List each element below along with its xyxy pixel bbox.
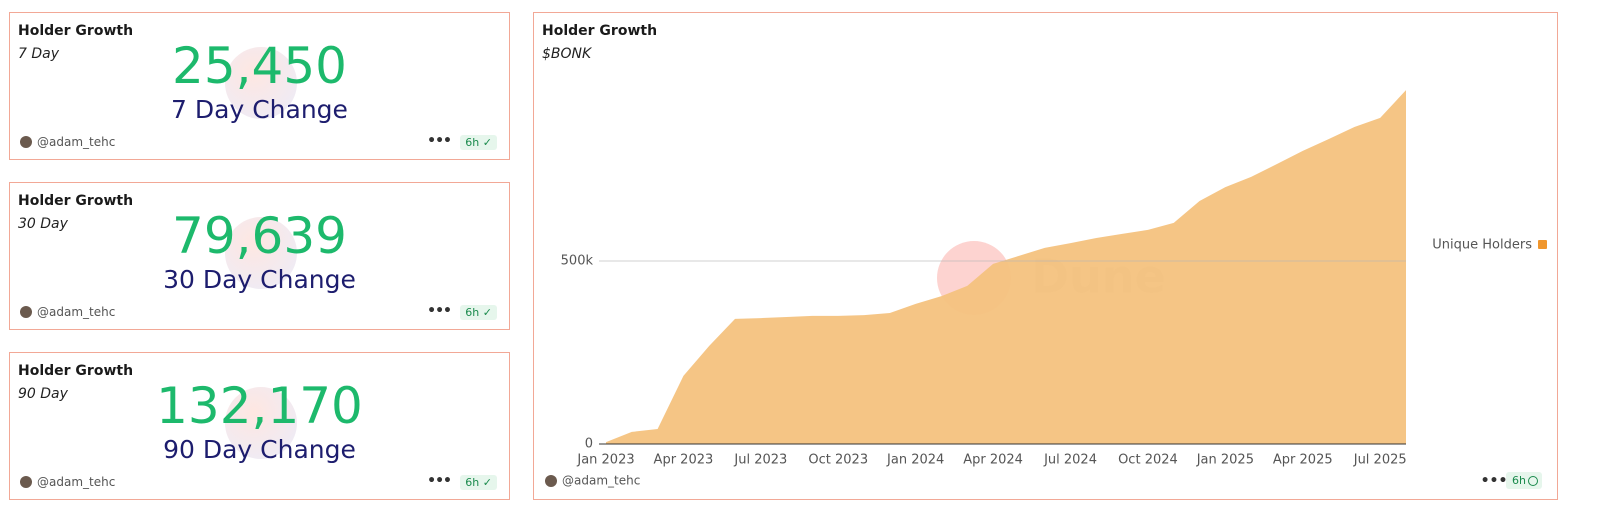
counter-card: Holder Growth 30 Day 79,639 30 Day Change @a… — [9, 182, 510, 330]
chart-subtitle: $BONK — [542, 46, 593, 62]
area — [606, 90, 1406, 444]
counter-caption: 30 Day Change — [163, 265, 356, 294]
chart: Holder Growth $BONK Dune0500kJan 2023Apr… — [542, 23, 1547, 489]
counter-card: Holder Growth 7 Day 25,450 7 Day Change @ada… — [9, 12, 510, 160]
more-menu[interactable]: ••• — [1481, 473, 1508, 489]
counter-caption: 7 Day Change — [171, 95, 348, 124]
avatar — [20, 306, 32, 318]
refresh-check — [1528, 476, 1538, 486]
x-tick-label: Jan 2025 — [1196, 453, 1254, 468]
counter-title: Holder Growth — [18, 23, 134, 39]
counter-value: 25,450 — [172, 37, 347, 95]
x-tick-label: Jan 2023 — [576, 453, 634, 468]
refresh-badge[interactable]: 6h ✓ — [460, 475, 497, 490]
counter-value: 132,170 — [156, 377, 363, 435]
author: @adam_tehc — [20, 135, 115, 149]
counter-subtitle: 7 Day — [18, 46, 60, 62]
x-tick-label: Jul 2025 — [1353, 453, 1407, 468]
chart-title: Holder Growth — [542, 23, 657, 39]
x-tick-label: Apr 2024 — [963, 453, 1023, 468]
counter-caption: 90 Day Change — [163, 435, 356, 464]
legend-swatch — [1538, 240, 1547, 249]
refresh-age: 6h — [1512, 474, 1526, 487]
author-name: @adam_tehc — [37, 135, 116, 149]
x-tick-label: Apr 2025 — [1273, 453, 1333, 468]
chart-card: Holder Growth $BONK Dune0500kJan 2023Apr… — [533, 12, 1558, 500]
author-name: @adam_tehc — [37, 475, 116, 489]
author: @adam_tehc — [20, 475, 115, 489]
author: @adam_tehc — [20, 305, 115, 319]
x-tick-label: Jul 2023 — [733, 453, 787, 468]
watermark-logo — [225, 217, 297, 289]
x-tick-label: Oct 2023 — [808, 453, 868, 468]
avatar — [545, 475, 557, 487]
watermark-logo — [225, 387, 297, 459]
author-name: @adam_tehc — [37, 305, 116, 319]
counter-subtitle: 30 Day — [18, 216, 68, 232]
x-tick-label: Jul 2024 — [1043, 453, 1097, 468]
avatar — [20, 136, 32, 148]
y-tick-label: 0 — [585, 437, 593, 452]
counter-card: Holder Growth 90 Day 132,170 90 Day Change @… — [9, 352, 510, 500]
y-tick-label: 500k — [561, 254, 594, 269]
avatar — [20, 476, 32, 488]
legend-label: Unique Holders — [1432, 238, 1532, 253]
author-name: @adam_tehc — [562, 474, 640, 488]
counter-title: Holder Growth — [18, 193, 134, 209]
more-menu[interactable]: ••• — [427, 133, 452, 149]
watermark-logo — [225, 47, 297, 119]
refresh-badge[interactable]: 6h ✓ — [460, 135, 497, 150]
more-menu[interactable]: ••• — [427, 303, 452, 319]
counter-title: Holder Growth — [18, 363, 134, 379]
more-menu[interactable]: ••• — [427, 473, 452, 489]
x-tick-label: Oct 2024 — [1118, 453, 1178, 468]
refresh-badge[interactable]: 6h ✓ — [460, 305, 497, 320]
counter-value: 79,639 — [172, 207, 347, 265]
x-tick-label: Apr 2023 — [654, 453, 714, 468]
counter-subtitle: 90 Day — [18, 386, 68, 402]
x-tick-label: Jan 2024 — [886, 453, 944, 468]
